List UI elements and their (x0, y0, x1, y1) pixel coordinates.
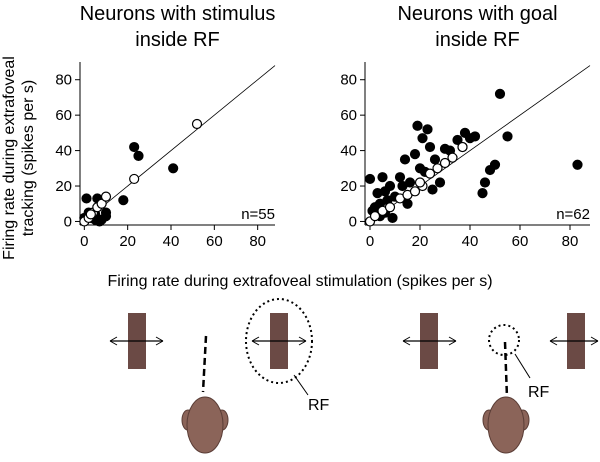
point (414, 177, 426, 188)
point (399, 154, 411, 165)
rf-label: RF (528, 384, 550, 401)
point (100, 191, 112, 202)
chart-title: inside RF (435, 29, 519, 51)
point (129, 141, 140, 153)
y-axis-label: tracking (spikes per s) (20, 80, 37, 237)
point (404, 177, 416, 188)
y-tick-label: 20 (340, 178, 357, 195)
gaze-line (503, 341, 509, 399)
point (369, 211, 381, 222)
y-tick-label: 80 (55, 72, 72, 89)
scene-right: RF (402, 313, 599, 454)
y-tick-label: 80 (340, 72, 357, 89)
point (489, 159, 501, 170)
point (85, 209, 96, 220)
arrowheads (549, 336, 599, 346)
x-tick-label: 40 (462, 233, 479, 250)
x-tick-label: 80 (562, 233, 579, 250)
point (412, 120, 423, 131)
y-tick-label: 40 (340, 143, 357, 160)
chart-title: Neurons with stimulus (80, 3, 276, 25)
point (394, 172, 406, 183)
rf-label: RF (308, 397, 330, 414)
point (452, 134, 463, 146)
arrowheads (109, 336, 164, 346)
point (118, 195, 129, 206)
gaze-line (201, 335, 208, 393)
point (422, 124, 433, 135)
y-axis-label: Firing rate during extrafoveal (1, 56, 18, 260)
x-tick-label: 0 (80, 233, 88, 250)
x-tick-label: 60 (512, 233, 529, 250)
point (469, 131, 481, 142)
y-tick-label: 60 (55, 107, 72, 124)
point (494, 88, 506, 99)
point (479, 177, 491, 188)
point (424, 168, 436, 179)
point (457, 141, 468, 153)
point (384, 202, 396, 213)
identity-line (84, 65, 276, 222)
y-tick-label: 20 (55, 178, 72, 195)
y-tick-label: 60 (340, 107, 357, 124)
point (191, 118, 203, 130)
point (434, 177, 446, 188)
x-tick-label: 80 (249, 233, 266, 250)
point (384, 180, 396, 192)
point (572, 159, 583, 170)
monkey-head (487, 396, 525, 454)
x-axis-label: Firing rate during extrafoveal stimulati… (107, 273, 492, 290)
point (424, 141, 436, 153)
point (168, 163, 179, 174)
rf-outline (245, 298, 313, 384)
annotation: n=62 (556, 206, 590, 223)
annotation: n=55 (241, 206, 275, 223)
rf-outline (488, 324, 520, 356)
point (447, 152, 458, 163)
point (133, 150, 144, 162)
point (427, 184, 438, 195)
x-tick-label: 20 (412, 233, 429, 250)
point (502, 131, 513, 142)
y-tick-label: 0 (349, 213, 357, 230)
point (364, 173, 376, 185)
point (100, 207, 112, 218)
x-tick-label: 40 (163, 233, 180, 250)
point (409, 186, 421, 197)
y-tick-label: 40 (55, 143, 72, 160)
point (81, 193, 92, 204)
rf-pointer (293, 374, 309, 396)
x-tick-label: 20 (119, 233, 136, 250)
y-tick-label: 0 (64, 213, 72, 230)
x-tick-label: 0 (366, 233, 374, 250)
point (377, 172, 388, 183)
point (432, 163, 443, 174)
scene-left: RF (109, 298, 330, 454)
chart-title: inside RF (135, 29, 219, 51)
point (417, 133, 428, 144)
arrowheads (402, 336, 457, 346)
arrowheads (251, 336, 307, 346)
point (94, 216, 105, 227)
monkey-head (186, 396, 224, 454)
point (409, 149, 421, 160)
chart-title: Neurons with goal (397, 3, 557, 25)
point (387, 212, 398, 224)
point (429, 154, 441, 165)
point (439, 157, 451, 169)
x-tick-label: 60 (206, 233, 223, 250)
rf-pointer (514, 353, 531, 379)
point (477, 188, 488, 199)
point (129, 173, 140, 185)
